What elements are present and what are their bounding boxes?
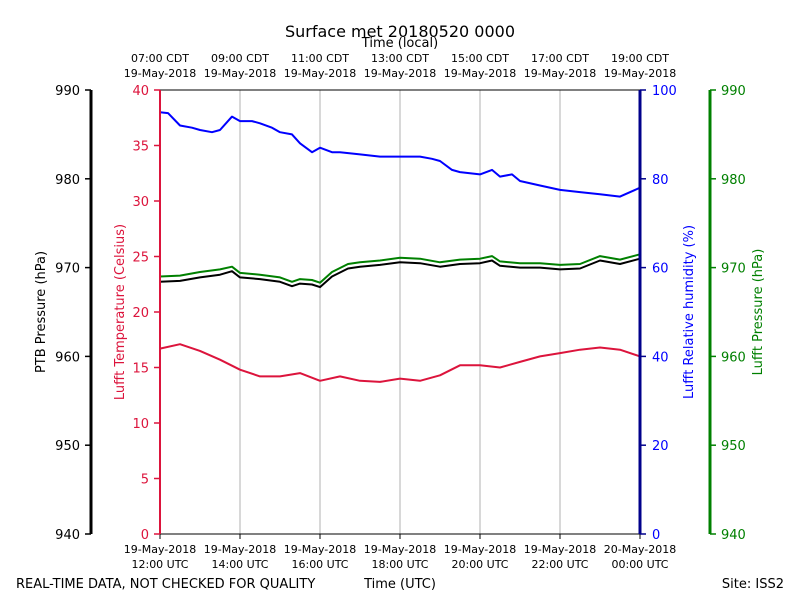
rh-axis-label: Lufft Relative humidity (%) (682, 225, 697, 399)
series-temp-line (159, 343, 641, 383)
ptb-tick-label: 960 (55, 350, 80, 365)
top-tick-label-date: 19-May-2018 (524, 67, 596, 80)
ptb-tick-label: 940 (55, 528, 80, 543)
temp-tick-label: 5 (141, 473, 149, 488)
x-tick-label-time: 00:00 UTC (611, 558, 668, 571)
rh-tick-label: 20 (652, 439, 669, 454)
ptb-tick-label: 990 (55, 84, 80, 99)
top-tick-label-time: 13:00 CDT (371, 52, 429, 65)
lufft_p-tick-label: 980 (721, 173, 746, 188)
ptb-tick-label: 950 (55, 439, 80, 454)
x-tick-label-time: 12:00 UTC (131, 558, 188, 571)
top-tick-label-date: 19-May-2018 (204, 67, 276, 80)
x-tick-label-date: 19-May-2018 (524, 543, 596, 556)
top-tick-label-time: 11:00 CDT (291, 52, 349, 65)
grid-lines (239, 90, 561, 534)
rh-tick-label: 0 (652, 528, 660, 543)
x-tick-label-time: 16:00 UTC (291, 558, 348, 571)
temp-tick-label: 30 (132, 195, 149, 210)
top-axis-title: Time (local) (361, 36, 438, 51)
top-tick-label-time: 07:00 CDT (131, 52, 189, 65)
x-tick-label-date: 19-May-2018 (364, 543, 436, 556)
lufft-pressure-axis-label: Lufft Pressure (hPa) (751, 249, 766, 376)
rh-tick-label: 80 (652, 173, 669, 188)
ptb-tick-label: 970 (55, 262, 80, 277)
series-lufft_p-line (159, 253, 641, 284)
x-tick-label-date: 19-May-2018 (124, 543, 196, 556)
top-tick-label-time: 09:00 CDT (211, 52, 269, 65)
temp-tick-label: 0 (141, 528, 149, 543)
series-rh-line (159, 111, 641, 198)
lufft_p-tick-label: 970 (721, 262, 746, 277)
rh-tick-label: 60 (652, 262, 669, 277)
x-tick-label-date: 19-May-2018 (204, 543, 276, 556)
lufft_p-tick-label: 940 (721, 528, 746, 543)
ptb-axis-label: PTB Pressure (hPa) (34, 251, 49, 373)
temp-tick-label: 10 (132, 417, 149, 432)
x-tick-label-date: 20-May-2018 (604, 543, 676, 556)
x-tick-label-date: 19-May-2018 (444, 543, 516, 556)
temp-tick-label: 40 (132, 84, 149, 99)
top-tick-label-date: 19-May-2018 (364, 67, 436, 80)
x-tick-label-time: 18:00 UTC (371, 558, 428, 571)
top-tick-label-time: 19:00 CDT (611, 52, 669, 65)
top-tick-label-date: 19-May-2018 (604, 67, 676, 80)
footer-site: Site: ISS2 (722, 577, 784, 592)
x-tick-label-time: 14:00 UTC (211, 558, 268, 571)
top-tick-label-time: 15:00 CDT (451, 52, 509, 65)
temp-tick-label: 20 (132, 306, 149, 321)
top-tick-label-date: 19-May-2018 (444, 67, 516, 80)
temp-tick-label: 35 (132, 140, 149, 155)
top-tick-label-time: 17:00 CDT (531, 52, 589, 65)
x-axis-label: Time (UTC) (363, 577, 436, 592)
chart-title: Surface met 20180520 0000 (285, 22, 515, 41)
lufft_p-tick-label: 960 (721, 350, 746, 365)
x-tick-label-time: 22:00 UTC (531, 558, 588, 571)
footer-quality-note: REAL-TIME DATA, NOT CHECKED FOR QUALITY (16, 577, 315, 592)
top-tick-label-date: 19-May-2018 (284, 67, 356, 80)
rh-tick-label: 100 (652, 84, 677, 99)
rh-tick-label: 40 (652, 350, 669, 365)
temp-tick-label: 15 (132, 362, 149, 377)
axes: 19-May-2018 12:00 UTC 19-May-2018 14:00 UTC… (55, 52, 746, 571)
lufft_p-tick-label: 950 (721, 439, 746, 454)
series-ptb-line (159, 257, 641, 289)
x-tick-label-date: 19-May-2018 (284, 543, 356, 556)
series-lines (159, 111, 641, 383)
x-tick-label-time: 20:00 UTC (451, 558, 508, 571)
temp-tick-label: 25 (132, 251, 149, 266)
lufft_p-tick-label: 990 (721, 84, 746, 99)
ptb-tick-label: 980 (55, 173, 80, 188)
top-tick-label-date: 19-May-2018 (124, 67, 196, 80)
temp-axis-label: Lufft Temperature (Celsius) (113, 224, 128, 400)
